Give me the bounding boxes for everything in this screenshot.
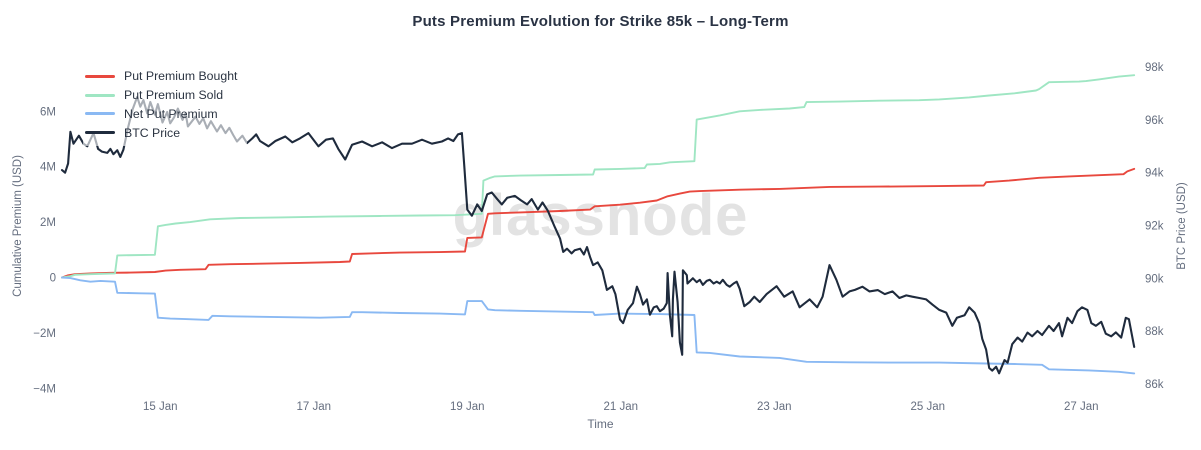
legend-line-swatch	[85, 131, 115, 135]
y-axis-left-tick-label: −2M	[33, 328, 56, 340]
y-axis-left-tick-label: 6M	[40, 106, 56, 118]
y-axis-right-tick-label: 96k	[1145, 115, 1164, 127]
y-axis-title-left: Cumulative Premium (USD)	[12, 155, 24, 297]
x-axis-tick-label: 21 Jan	[603, 401, 638, 413]
series-line-put-premium-sold	[61, 74, 1136, 279]
legend-label: Net Put Premium	[124, 106, 218, 121]
legend: Put Premium Bought Put Premium Sold Net Pu…	[83, 63, 248, 147]
legend-item-put-premium-sold[interactable]: Put Premium Sold	[85, 86, 237, 105]
y-axis-title-right: BTC Price (USD)	[1176, 182, 1188, 270]
legend-item-btc-price[interactable]: BTC Price	[85, 123, 237, 142]
y-axis-left-tick-label: 0	[50, 273, 56, 285]
x-axis-tick-label: 17 Jan	[296, 401, 331, 413]
legend-item-put-premium-bought[interactable]: Put Premium Bought	[85, 67, 237, 86]
legend-line-swatch	[85, 93, 115, 97]
y-axis-left-tick-label: 2M	[40, 217, 56, 229]
legend-label: Put Premium Sold	[124, 88, 224, 103]
y-axis-right-tick-label: 90k	[1145, 273, 1164, 285]
legend-line-swatch	[85, 112, 115, 116]
x-axis-title: Time	[587, 417, 614, 431]
y-axis-left-tick-label: −4M	[33, 383, 56, 395]
x-axis-tick-label: 25 Jan	[911, 401, 946, 413]
y-axis-right-tick-label: 92k	[1145, 220, 1164, 232]
watermark: glassnode	[452, 183, 749, 248]
chart-title: Puts Premium Evolution for Strike 85k – …	[412, 13, 789, 30]
x-axis-tick-label: 23 Jan	[757, 401, 792, 413]
legend-label: Put Premium Bought	[124, 69, 238, 84]
series-line-put-premium-bought	[61, 167, 1136, 279]
legend-line-swatch	[85, 74, 115, 78]
y-axis-right-tick-label: 94k	[1145, 168, 1164, 180]
legend-item-net-put-premium[interactable]: Net Put Premium	[85, 105, 237, 124]
legend-label: BTC Price	[124, 125, 181, 140]
y-axis-left-tick-label: 4M	[40, 162, 56, 174]
x-axis-tick-label: 19 Jan	[450, 401, 485, 413]
x-axis-tick-label: 27 Jan	[1064, 401, 1099, 413]
y-axis-right-tick-label: 98k	[1145, 62, 1164, 74]
x-axis-tick-label: 15 Jan	[143, 401, 178, 413]
y-axis-right-tick-label: 88k	[1145, 326, 1164, 338]
series-line-net-put-premium	[61, 276, 1136, 375]
y-axis-right-tick-label: 86k	[1145, 379, 1164, 391]
